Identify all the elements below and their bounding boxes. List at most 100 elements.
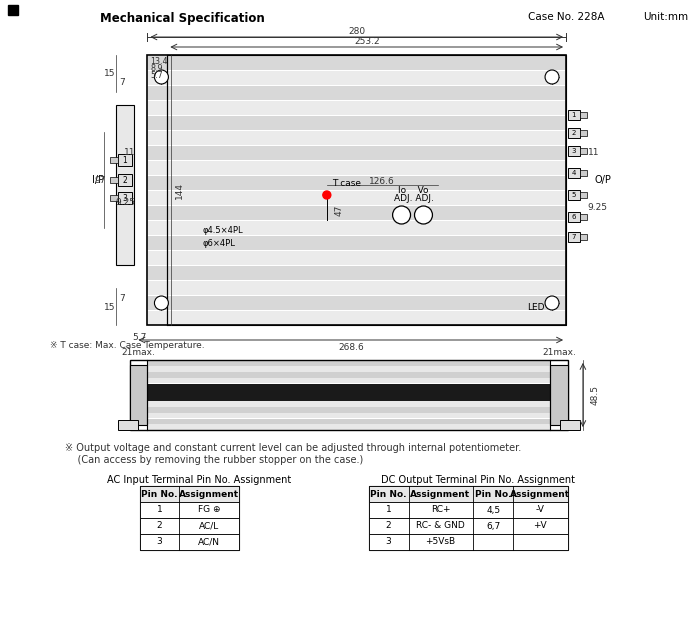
Bar <box>148 55 566 325</box>
Bar <box>148 221 565 235</box>
Bar <box>139 486 239 550</box>
Text: φ4.5×4PL: φ4.5×4PL <box>202 226 243 235</box>
Bar <box>550 365 568 425</box>
Text: LED: LED <box>527 303 545 312</box>
Circle shape <box>545 70 559 84</box>
Bar <box>118 420 137 430</box>
Bar <box>139 486 239 502</box>
Bar <box>110 157 118 163</box>
Bar <box>148 56 565 70</box>
Bar <box>568 110 580 120</box>
Text: 47: 47 <box>335 204 344 215</box>
Bar <box>148 413 550 419</box>
Text: (Can access by removing the rubber stopper on the case.): (Can access by removing the rubber stopp… <box>65 455 363 465</box>
Text: O/P: O/P <box>594 175 611 185</box>
Text: AC/N: AC/N <box>198 538 220 547</box>
Text: 2: 2 <box>386 522 391 531</box>
Bar <box>580 192 587 198</box>
Circle shape <box>155 70 169 84</box>
Bar <box>580 130 587 136</box>
Text: 11: 11 <box>588 147 600 156</box>
Text: ※ Output voltage and constant current level can be adjusted through internal pot: ※ Output voltage and constant current le… <box>65 443 521 453</box>
Text: +5VsB: +5VsB <box>426 538 456 547</box>
Text: 268.6: 268.6 <box>338 342 363 351</box>
Bar <box>568 146 580 156</box>
Bar <box>130 365 148 425</box>
Circle shape <box>545 296 559 310</box>
Text: Assignment: Assignment <box>510 490 570 499</box>
Text: 15: 15 <box>104 303 116 312</box>
Bar <box>148 206 565 220</box>
Bar <box>580 112 587 118</box>
Text: 9.25: 9.25 <box>116 197 136 206</box>
Text: 6: 6 <box>572 214 576 220</box>
Bar <box>110 177 118 183</box>
Bar <box>369 486 568 550</box>
Bar <box>148 115 565 130</box>
Bar <box>148 101 565 115</box>
Text: Pin No.: Pin No. <box>475 490 512 499</box>
Bar <box>560 420 580 430</box>
Text: AC Input Terminal Pin No. Assignment: AC Input Terminal Pin No. Assignment <box>107 475 291 485</box>
Text: ※ T case: Max. Case Temperature.: ※ T case: Max. Case Temperature. <box>50 340 204 349</box>
Text: T case: T case <box>332 178 361 188</box>
Bar <box>369 486 568 502</box>
Text: I/P: I/P <box>92 175 104 185</box>
Bar <box>580 148 587 154</box>
Text: 1: 1 <box>386 506 391 515</box>
Text: φ6×4PL: φ6×4PL <box>202 238 235 247</box>
Text: 4: 4 <box>572 170 576 176</box>
Text: 5.7: 5.7 <box>150 71 163 79</box>
Bar <box>139 502 239 518</box>
Text: 3: 3 <box>157 538 162 547</box>
Text: RC- & GND: RC- & GND <box>416 522 465 531</box>
Text: 3: 3 <box>122 194 127 203</box>
Text: Io    Vo: Io Vo <box>398 185 429 194</box>
Text: 5.7: 5.7 <box>132 333 147 342</box>
Bar <box>369 502 568 518</box>
Text: Case No. 228A: Case No. 228A <box>528 12 605 22</box>
Text: +V: +V <box>533 522 547 531</box>
Bar <box>148 85 565 100</box>
Bar <box>148 265 565 280</box>
Bar <box>568 168 580 178</box>
Bar <box>148 131 565 145</box>
Bar <box>148 281 565 295</box>
Bar <box>118 154 132 166</box>
Bar <box>148 390 550 395</box>
Bar <box>148 235 565 250</box>
Text: FG ⊕: FG ⊕ <box>198 506 220 515</box>
Text: 5: 5 <box>572 192 576 198</box>
Bar <box>148 401 550 406</box>
Bar <box>148 395 550 401</box>
Text: 9.25: 9.25 <box>588 203 608 212</box>
Bar <box>568 232 580 242</box>
Text: 1: 1 <box>572 112 576 118</box>
Bar <box>568 128 580 138</box>
Circle shape <box>323 191 331 199</box>
Bar <box>369 518 568 534</box>
Bar <box>139 518 239 534</box>
Text: RC+: RC+ <box>430 506 450 515</box>
Text: 97: 97 <box>94 176 106 185</box>
Bar <box>148 372 550 378</box>
Text: 1: 1 <box>157 506 162 515</box>
Circle shape <box>393 206 410 224</box>
Text: Pin No.: Pin No. <box>370 490 407 499</box>
Bar <box>148 176 565 190</box>
Text: Pin No.: Pin No. <box>141 490 178 499</box>
Text: 7: 7 <box>572 234 576 240</box>
Text: 7: 7 <box>120 294 125 303</box>
Text: DC Output Terminal Pin No. Assignment: DC Output Terminal Pin No. Assignment <box>382 475 575 485</box>
Bar <box>148 296 565 310</box>
Text: ADJ. ADJ.: ADJ. ADJ. <box>393 194 433 203</box>
Circle shape <box>414 206 433 224</box>
Text: 2: 2 <box>157 522 162 531</box>
Bar <box>110 195 118 201</box>
Text: 11: 11 <box>124 147 135 156</box>
Text: 6,7: 6,7 <box>486 522 500 531</box>
Bar <box>148 407 550 413</box>
Text: 13.4: 13.4 <box>150 56 168 65</box>
Bar <box>130 360 568 430</box>
Bar <box>167 55 566 325</box>
